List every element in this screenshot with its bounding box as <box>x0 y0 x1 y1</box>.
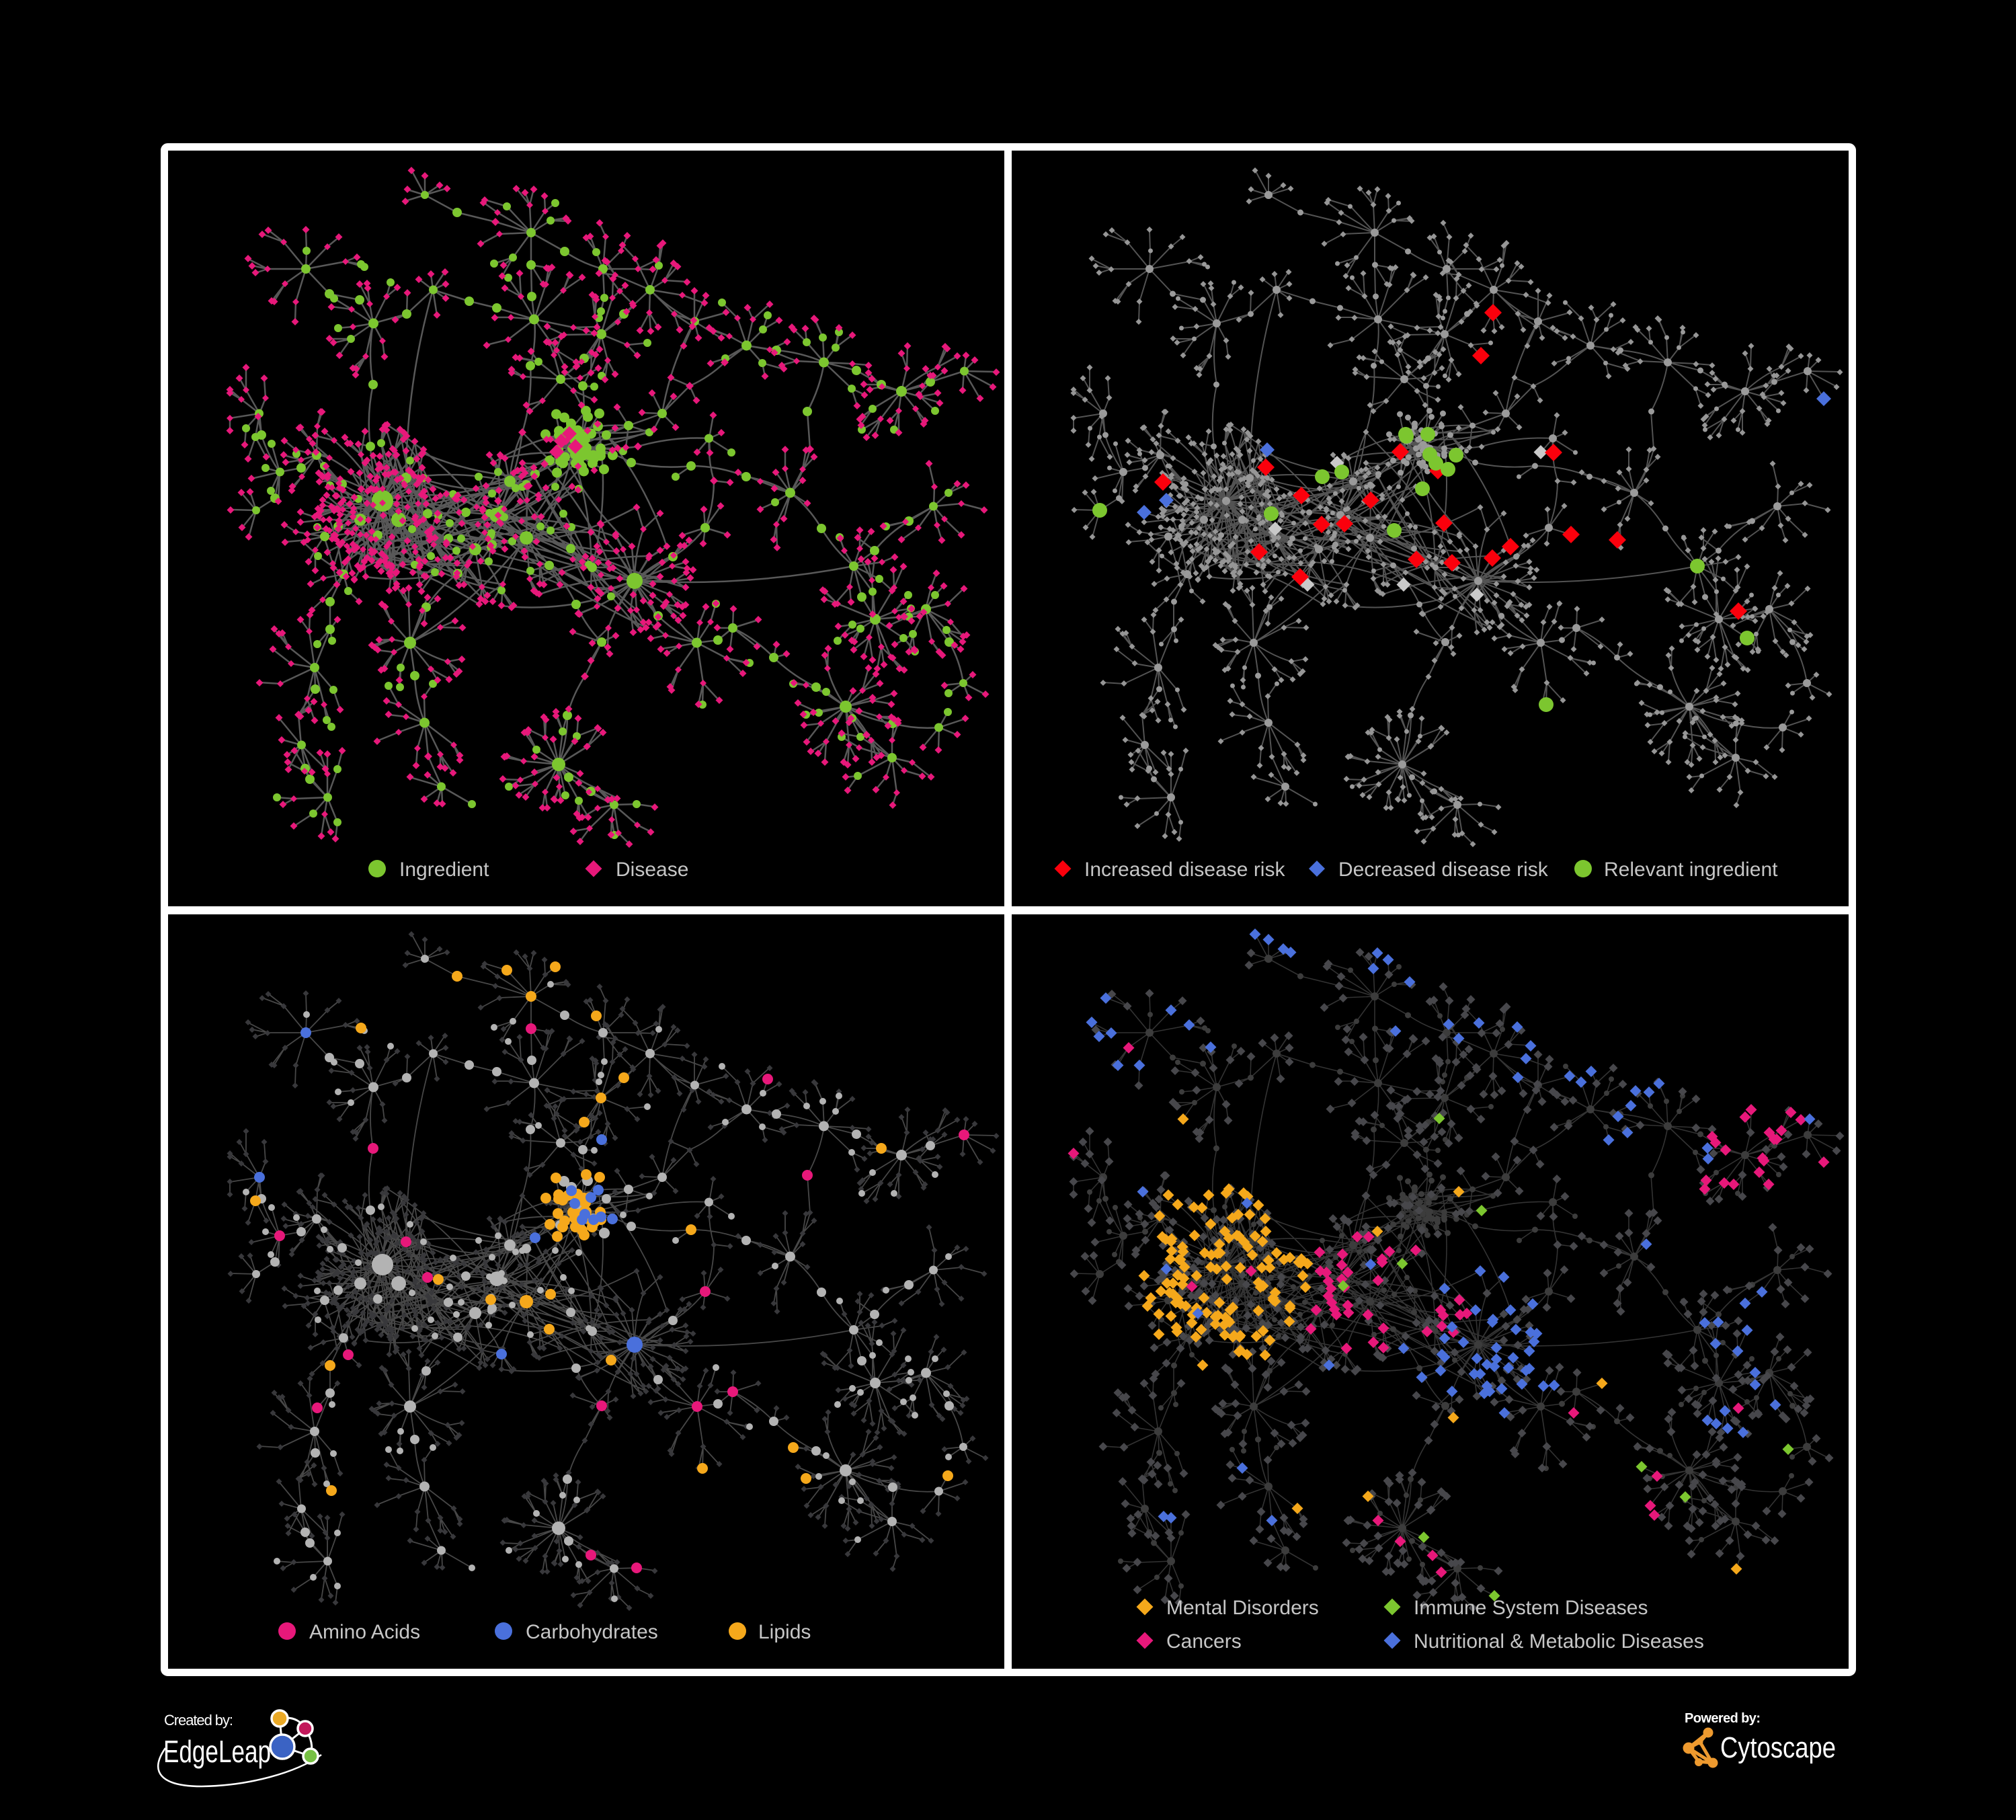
svg-text:Mental Disorders: Mental Disorders <box>1166 1597 1319 1619</box>
svg-text:Immune System Diseases: Immune System Diseases <box>1414 1597 1648 1619</box>
svg-text:Cytoscape: Cytoscape <box>1720 1731 1836 1764</box>
svg-text:Nutritional & Metabolic Diseas: Nutritional & Metabolic Diseases <box>1414 1630 1704 1653</box>
svg-text:Powered by:: Powered by: <box>1685 1711 1761 1726</box>
svg-text:Cancers: Cancers <box>1166 1630 1242 1653</box>
svg-text:Amino Acids: Amino Acids <box>309 1621 420 1643</box>
svg-text:Carbohydrates: Carbohydrates <box>526 1621 658 1643</box>
svg-text:Lipids: Lipids <box>758 1621 811 1643</box>
svg-text:Created by:: Created by: <box>164 1712 233 1729</box>
svg-text:EdgeLeap: EdgeLeap <box>163 1734 271 1769</box>
svg-text:Disease: Disease <box>616 859 688 881</box>
svg-text:Ingredient: Ingredient <box>399 859 489 881</box>
svg-text:Relevant ingredient: Relevant ingredient <box>1604 859 1778 881</box>
svg-text:Decreased disease risk: Decreased disease risk <box>1338 859 1549 881</box>
svg-text:Increased disease risk: Increased disease risk <box>1084 859 1285 881</box>
